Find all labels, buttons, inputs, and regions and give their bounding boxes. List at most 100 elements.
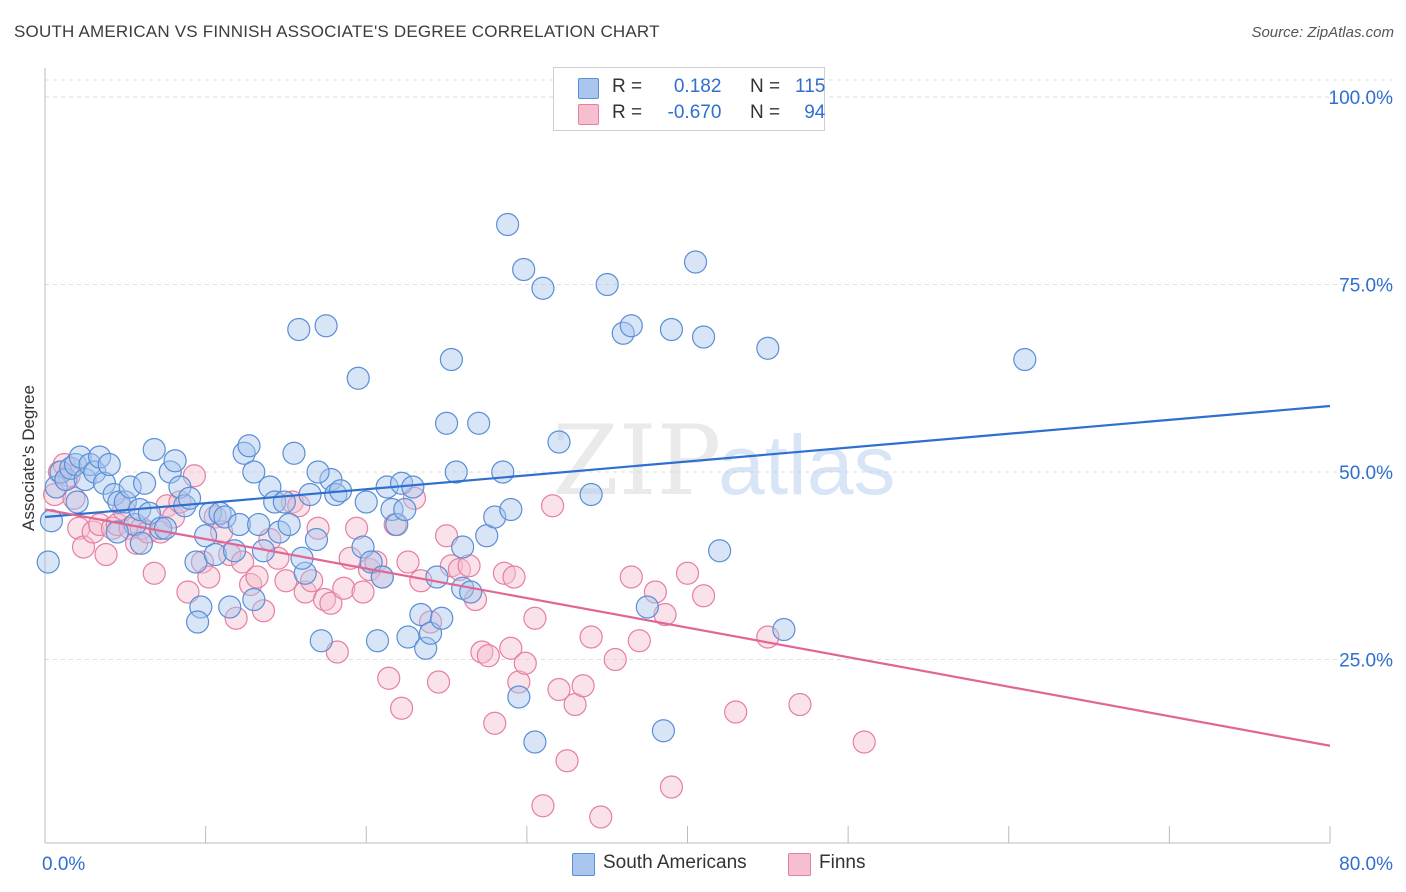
south-americans-point <box>129 531 153 555</box>
legend-r-value: 0.182 <box>673 76 722 97</box>
south-americans-point <box>351 535 375 559</box>
finns-point <box>364 550 388 574</box>
south-americans-point <box>287 317 311 342</box>
finns-point <box>230 550 255 574</box>
legend-n-value: 115 <box>795 76 826 97</box>
south-americans-point <box>194 524 218 548</box>
south-americans-point <box>430 606 454 630</box>
south-americans-point <box>451 535 475 559</box>
series-legend: South Americans Finns <box>0 852 1406 876</box>
south-americans-point <box>444 460 468 484</box>
finns-point <box>81 520 105 544</box>
south-americans-point <box>380 497 404 522</box>
south-americans-point <box>401 475 425 499</box>
finns-point <box>627 629 651 653</box>
finns-point <box>653 602 677 627</box>
south-americans-point <box>185 610 210 634</box>
legend-label-finns: Finns <box>819 852 866 873</box>
legend-n-label: N = <box>749 102 781 123</box>
south-americans-point <box>65 490 89 514</box>
south-americans-point <box>272 490 296 514</box>
finns-point <box>643 580 667 604</box>
south-americans-point <box>547 430 571 454</box>
south-americans-point <box>44 475 68 499</box>
south-americans-point <box>659 317 684 342</box>
south-americans-point <box>36 550 60 574</box>
south-americans-point <box>425 565 449 589</box>
finns-point <box>523 606 547 630</box>
finns-point <box>396 550 420 574</box>
finns-point <box>245 565 269 589</box>
finns-point <box>619 565 643 589</box>
finns-point <box>499 636 523 660</box>
south-americans-point <box>365 629 390 653</box>
south-americans-point <box>459 580 483 604</box>
finns-point <box>426 670 451 694</box>
south-americans-point <box>619 314 643 338</box>
south-americans-point <box>105 520 129 544</box>
south-americans-point <box>142 437 166 462</box>
watermark: ZIP atlas <box>552 405 895 517</box>
finns-point <box>142 561 166 585</box>
legend-label-south-americans: South Americans <box>603 852 747 873</box>
south-americans-point <box>499 497 523 522</box>
south-americans-point <box>385 512 409 537</box>
south-americans-point <box>708 539 732 563</box>
finns-point <box>483 711 507 735</box>
x-tick-label-max: 80.0% <box>1339 854 1393 875</box>
finns-point <box>239 572 263 597</box>
south-americans-point <box>247 512 271 537</box>
south-americans-point <box>512 257 536 282</box>
south-americans-point <box>113 490 137 514</box>
south-americans-point <box>683 250 708 274</box>
south-americans-point <box>756 336 780 360</box>
south-americans-point <box>267 520 292 544</box>
finns-point <box>788 692 812 717</box>
finns-point <box>571 674 595 698</box>
finns-point <box>603 647 627 672</box>
finns-point <box>351 580 375 604</box>
south-americans-point <box>118 475 142 499</box>
trend-lines <box>44 404 1331 747</box>
south-americans-point <box>282 441 306 465</box>
south-americans-point <box>189 595 213 619</box>
x-tick-label-min: 0.0% <box>42 854 85 875</box>
south-americans-point <box>314 314 338 338</box>
finns-point <box>319 591 343 615</box>
south-americans-point <box>414 636 438 660</box>
finns-point <box>589 805 613 829</box>
legend-r-label: R = <box>612 76 643 97</box>
finns-point <box>470 640 494 664</box>
legend-r-label: R = <box>612 102 643 123</box>
finns-point <box>540 494 565 518</box>
finns-point <box>332 576 356 600</box>
south-americans-point <box>531 276 555 300</box>
legend-swatch-pink <box>578 104 599 125</box>
finns-point <box>492 561 516 585</box>
south-americans-point <box>213 505 237 529</box>
south-americans-point <box>153 516 178 540</box>
south-americans-point <box>227 512 251 537</box>
south-americans-point <box>304 527 329 552</box>
south-americans-point <box>772 617 796 642</box>
south-americans-point <box>439 347 463 372</box>
finns-point <box>513 651 537 675</box>
y-axis-title: Associate's Degree <box>19 385 38 531</box>
finns-point <box>531 794 555 818</box>
finns-point <box>176 580 200 604</box>
south-americans-point <box>218 595 242 619</box>
south-americans-point <box>242 460 266 484</box>
y-tick-label: 100.0% <box>1329 88 1394 109</box>
south-americans-point <box>396 625 420 649</box>
south-americans-point <box>88 445 112 469</box>
finns-point <box>675 561 700 585</box>
south-americans-point <box>595 272 619 297</box>
south-americans-point <box>434 411 459 435</box>
data-points <box>36 212 1037 829</box>
legend-swatch-blue <box>578 78 599 99</box>
finns-point <box>447 557 472 582</box>
finns-point <box>659 775 684 799</box>
south-americans-point <box>507 685 531 709</box>
south-americans-point <box>346 366 370 390</box>
